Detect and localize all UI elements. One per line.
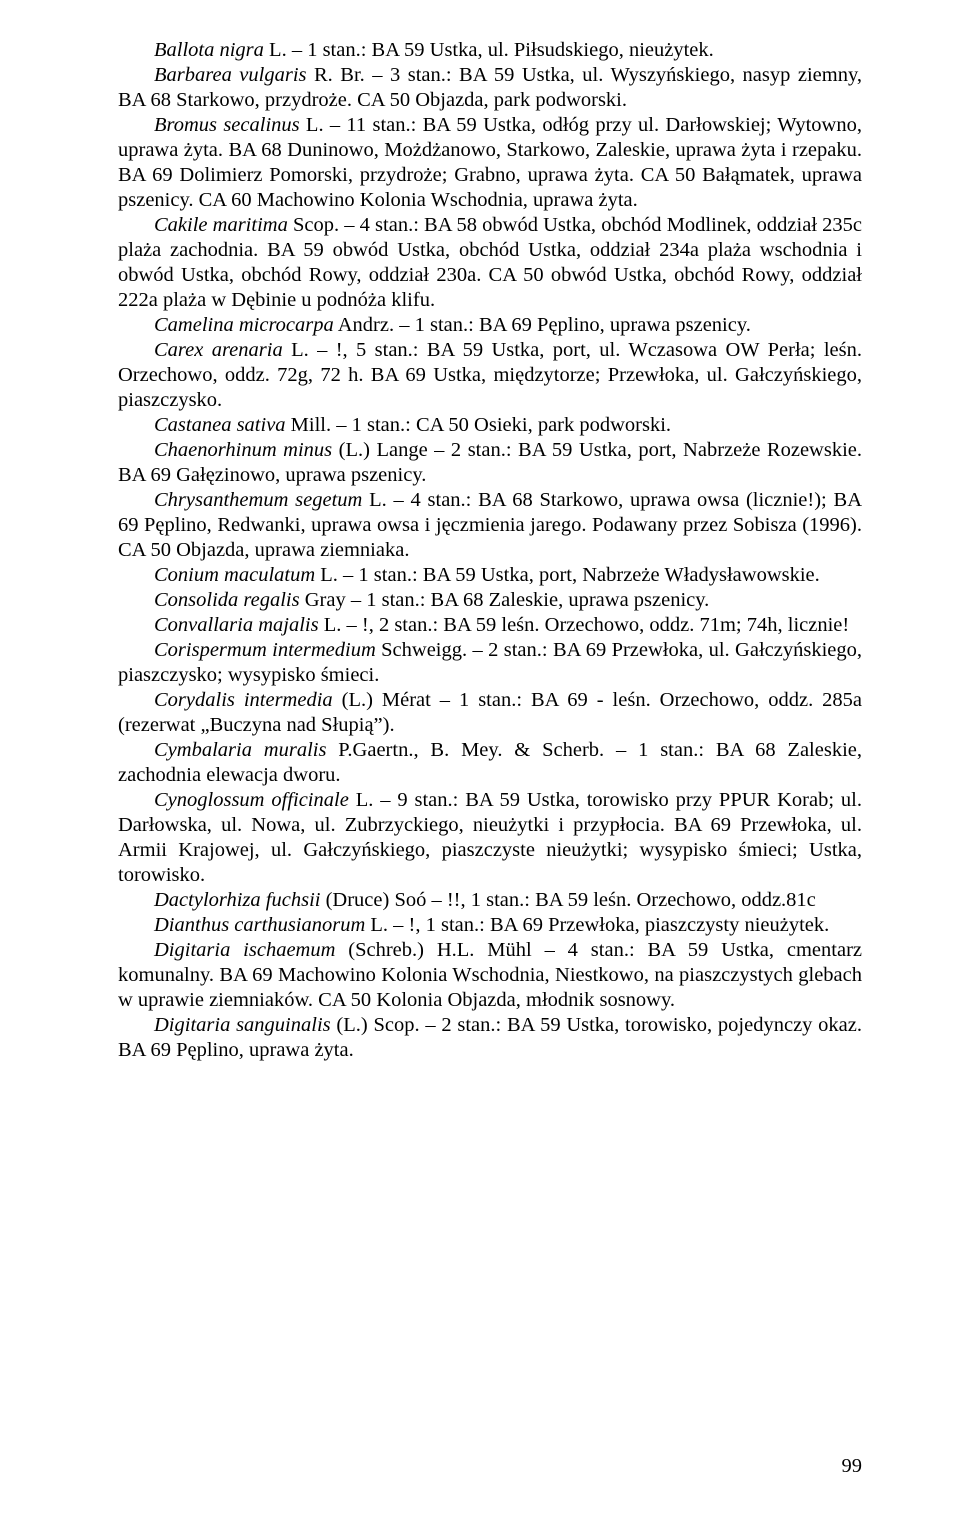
page-number: 99 [842, 1455, 863, 1478]
paragraph: Chaenorhinum minus (L.) Lange – 2 stan.:… [118, 438, 862, 488]
paragraph: Barbarea vulgaris R. Br. – 3 stan.: BA 5… [118, 63, 862, 113]
paragraph-container: Ballota nigra L. – 1 stan.: BA 59 Ustka,… [118, 38, 862, 1063]
paragraph: Chrysanthemum segetum L. – 4 stan.: BA 6… [118, 488, 862, 563]
paragraph: Cakile maritima Scop. – 4 stan.: BA 58 o… [118, 213, 862, 313]
paragraph: Dactylorhiza fuchsii (Druce) Soó – !!, 1… [118, 888, 862, 913]
paragraph: Cynoglossum officinale L. – 9 stan.: BA … [118, 788, 862, 888]
paragraph: Digitaria sanguinalis (L.) Scop. – 2 sta… [118, 1013, 862, 1063]
paragraph: Conium maculatum L. – 1 stan.: BA 59 Ust… [118, 563, 862, 588]
paragraph: Digitaria ischaemum (Schreb.) H.L. Mühl … [118, 938, 862, 1013]
paragraph: Cymbalaria muralis P.Gaertn., B. Mey. & … [118, 738, 862, 788]
paragraph: Convallaria majalis L. – !, 2 stan.: BA … [118, 613, 862, 638]
document-page: Ballota nigra L. – 1 stan.: BA 59 Ustka,… [0, 0, 960, 1520]
paragraph: Camelina microcarpa Andrz. – 1 stan.: BA… [118, 313, 862, 338]
paragraph: Consolida regalis Gray – 1 stan.: BA 68 … [118, 588, 862, 613]
paragraph: Corispermum intermedium Schweigg. – 2 st… [118, 638, 862, 688]
paragraph: Dianthus carthusianorum L. – !, 1 stan.:… [118, 913, 862, 938]
paragraph: Castanea sativa Mill. – 1 stan.: CA 50 O… [118, 413, 862, 438]
paragraph: Ballota nigra L. – 1 stan.: BA 59 Ustka,… [118, 38, 862, 63]
paragraph: Bromus secalinus L. – 11 stan.: BA 59 Us… [118, 113, 862, 213]
paragraph: Carex arenaria L. – !, 5 stan.: BA 59 Us… [118, 338, 862, 413]
paragraph: Corydalis intermedia (L.) Mérat – 1 stan… [118, 688, 862, 738]
